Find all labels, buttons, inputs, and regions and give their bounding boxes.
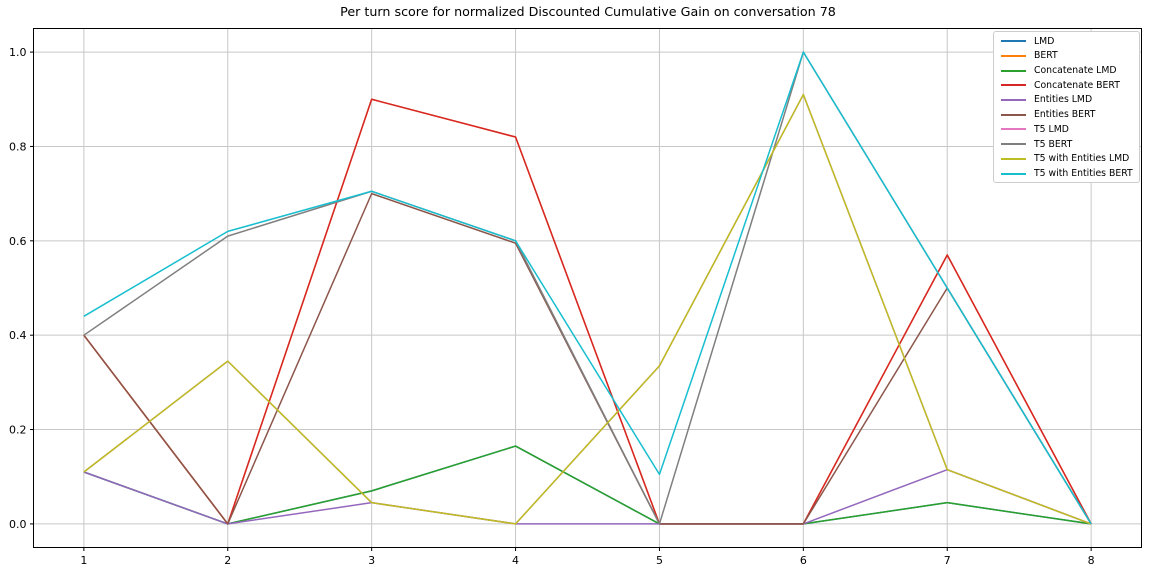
y-tick-label: 0.2 <box>9 424 27 437</box>
x-tick-label: 3 <box>368 554 375 567</box>
legend-item: T5 BERT <box>1001 137 1135 152</box>
x-tick-label: 6 <box>800 554 807 567</box>
x-tick-label: 4 <box>512 554 519 567</box>
legend-item: T5 LMD <box>1001 122 1135 137</box>
x-tick-label: 1 <box>80 554 87 567</box>
legend-item: LMD <box>1001 34 1135 49</box>
series-line-concatenate-lmd <box>83 445 1092 525</box>
legend-item: Entities LMD <box>1001 93 1135 108</box>
series-line-entities-lmd <box>83 468 1092 525</box>
legend-item: Concatenate BERT <box>1001 78 1135 93</box>
legend-line-swatch <box>1001 143 1026 146</box>
axes-spines <box>33 28 1142 548</box>
legend-line-swatch <box>1001 172 1026 175</box>
chart-title: Per turn score for normalized Discounted… <box>340 4 836 19</box>
legend-line-swatch <box>1001 69 1026 72</box>
legend-label: T5 with Entities BERT <box>1034 167 1133 179</box>
legend-label: BERT <box>1034 50 1058 62</box>
legend-label: T5 LMD <box>1034 123 1069 135</box>
legend-label: T5 with Entities LMD <box>1034 153 1130 165</box>
legend-line-swatch <box>1001 55 1026 58</box>
legend-line-swatch <box>1001 157 1026 160</box>
legend-label: Concatenate BERT <box>1034 79 1120 91</box>
legend-line-swatch <box>1001 84 1026 87</box>
y-tick-label: 0.6 <box>9 235 27 248</box>
legend-item: Entities BERT <box>1001 107 1135 122</box>
x-tick-label: 7 <box>944 554 951 567</box>
series-line-t5-bert <box>83 51 1092 525</box>
x-tick-label: 8 <box>1088 554 1095 567</box>
legend-item: BERT <box>1001 49 1135 64</box>
legend-line-swatch <box>1001 128 1026 131</box>
legend-line-swatch <box>1001 40 1026 43</box>
legend-label: Concatenate LMD <box>1034 65 1117 77</box>
series-line-t5-with-entities-lmd <box>83 93 1092 525</box>
series-line-t5-with-entities-bert <box>83 51 1092 525</box>
legend-label: Entities BERT <box>1034 109 1096 121</box>
legend-line-swatch <box>1001 99 1026 102</box>
legend-item: Concatenate LMD <box>1001 63 1135 78</box>
series-line-t5-lmd <box>83 93 1092 525</box>
series-line-bert <box>83 98 1092 525</box>
legend-label: T5 BERT <box>1034 138 1073 150</box>
y-tick-label: 0.0 <box>9 518 27 531</box>
legend-item: T5 with Entities BERT <box>1001 166 1135 181</box>
y-tick-label: 0.8 <box>9 140 27 153</box>
y-tick-label: 1.0 <box>9 46 27 59</box>
legend-item: T5 with Entities LMD <box>1001 152 1135 167</box>
y-tick-label: 0.4 <box>9 329 27 342</box>
legend-label: Entities LMD <box>1034 94 1093 106</box>
legend-line-swatch <box>1001 113 1026 116</box>
legend-label: LMD <box>1034 35 1055 47</box>
legend: LMD BERT Concatenate LMD Concatenate BERT En… <box>993 31 1140 183</box>
x-tick-label: 2 <box>224 554 231 567</box>
x-tick-label: 5 <box>656 554 663 567</box>
series-line-concatenate-bert <box>83 98 1092 525</box>
